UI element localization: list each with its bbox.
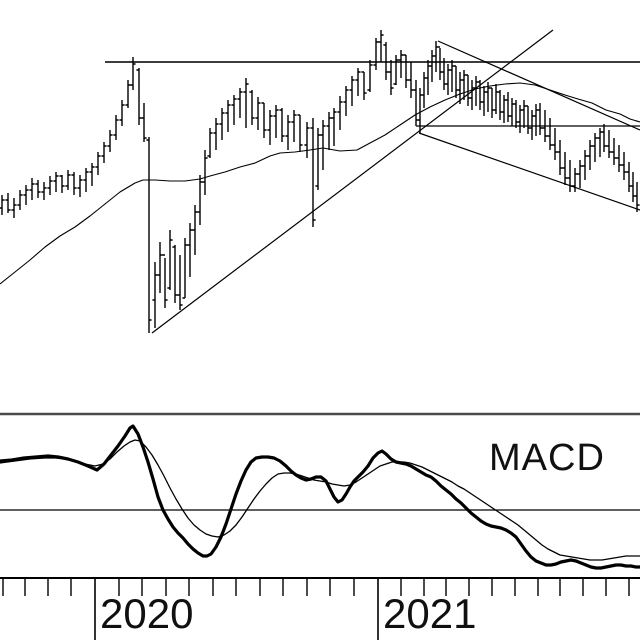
macd-indicator-label: MACD — [489, 437, 605, 479]
trendline-ascending-support — [151, 29, 554, 334]
x-axis — [0, 577, 640, 640]
x-axis-year-label-2020: 2020 — [100, 590, 194, 637]
x-axis-minor-ticks — [2, 578, 630, 596]
macd-panel — [0, 424, 640, 570]
macd-line — [0, 424, 640, 570]
trendline-descending-lower — [418, 132, 640, 211]
moving-average-line — [0, 82, 640, 285]
signal-line — [0, 439, 640, 561]
x-axis-year-label-2021: 2021 — [383, 590, 477, 637]
ohlc-price-bars — [0, 30, 640, 333]
trendline-descending-upper — [437, 40, 640, 131]
price-panel — [0, 29, 640, 334]
